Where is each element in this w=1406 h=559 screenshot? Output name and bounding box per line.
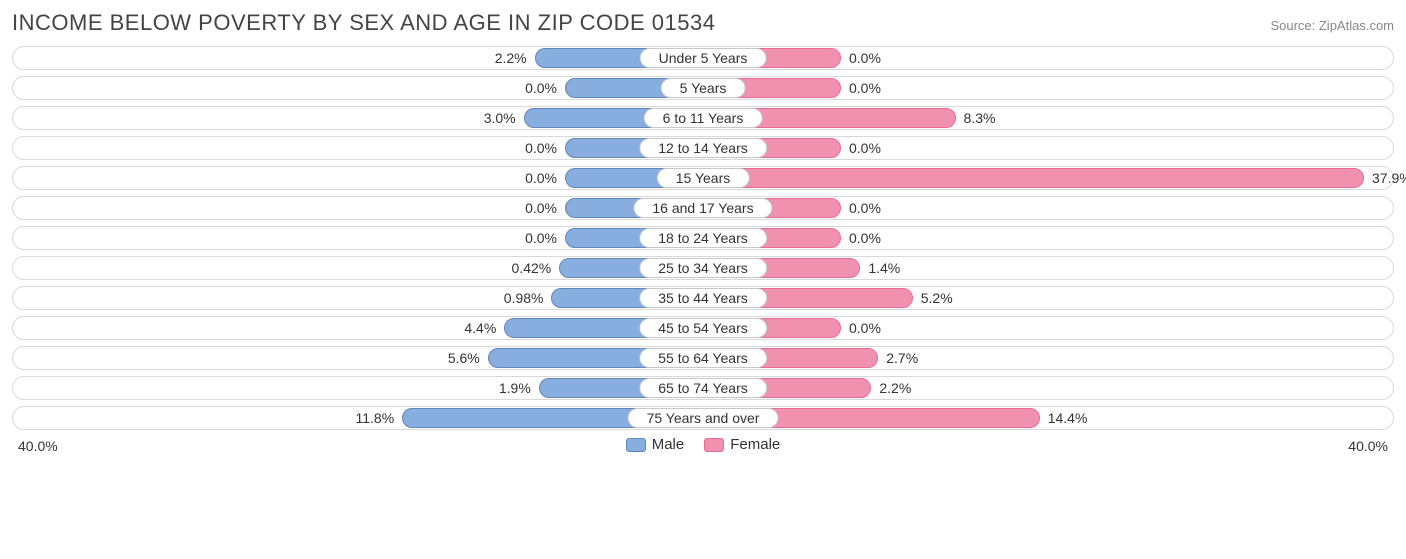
legend-male-label: Male <box>652 436 685 453</box>
female-value-label: 8.3% <box>964 107 996 129</box>
female-value-label: 0.0% <box>849 317 881 339</box>
chart-legend: Male Female <box>12 436 1394 453</box>
female-value-label: 0.0% <box>849 227 881 249</box>
legend-female-label: Female <box>730 436 780 453</box>
male-value-label: 0.0% <box>525 77 557 99</box>
female-value-label: 2.7% <box>886 347 918 369</box>
legend-male: Male <box>626 436 685 453</box>
category-pill: 25 to 34 Years <box>639 258 767 278</box>
category-pill: 12 to 14 Years <box>639 138 767 158</box>
category-pill: 16 and 17 Years <box>633 198 772 218</box>
category-pill: 6 to 11 Years <box>644 108 763 128</box>
chart-row: 11.8% 14.4% 75 Years and over <box>12 406 1394 430</box>
chart-row: 0.0% 0.0% 12 to 14 Years <box>12 136 1394 160</box>
male-value-label: 4.4% <box>464 317 496 339</box>
male-value-label: 0.98% <box>504 287 544 309</box>
chart-row: 0.98% 5.2% 35 to 44 Years <box>12 286 1394 310</box>
female-value-label: 14.4% <box>1048 407 1088 429</box>
female-value-label: 37.9% <box>1372 167 1406 189</box>
chart-rows: 2.2% 0.0% Under 5 Years 0.0% 0.0% 5 Years 3.0%… <box>12 46 1394 430</box>
chart-row: 0.0% 0.0% 16 and 17 Years <box>12 196 1394 220</box>
male-value-label: 5.6% <box>448 347 480 369</box>
female-value-label: 0.0% <box>849 137 881 159</box>
chart-row: 3.0% 8.3% 6 to 11 Years <box>12 106 1394 130</box>
chart-row: 1.9% 2.2% 65 to 74 Years <box>12 376 1394 400</box>
female-bar <box>703 168 1364 188</box>
female-value-label: 1.4% <box>868 257 900 279</box>
poverty-by-sex-age-chart: INCOME BELOW POVERTY BY SEX AND AGE IN Z… <box>0 0 1406 459</box>
category-pill: 18 to 24 Years <box>639 228 767 248</box>
category-pill: 15 Years <box>657 168 750 188</box>
chart-source: Source: ZipAtlas.com <box>1270 18 1394 33</box>
male-value-label: 3.0% <box>484 107 516 129</box>
category-pill: 45 to 54 Years <box>639 318 767 338</box>
category-pill: 65 to 74 Years <box>639 378 767 398</box>
category-pill: Under 5 Years <box>640 48 767 68</box>
category-pill: 75 Years and over <box>628 408 779 428</box>
female-value-label: 5.2% <box>921 287 953 309</box>
male-value-label: 0.0% <box>525 137 557 159</box>
male-value-label: 11.8% <box>356 407 395 429</box>
male-value-label: 0.0% <box>525 167 557 189</box>
chart-header: INCOME BELOW POVERTY BY SEX AND AGE IN Z… <box>12 10 1394 36</box>
female-value-label: 0.0% <box>849 47 881 69</box>
category-pill: 35 to 44 Years <box>639 288 767 308</box>
category-pill: 55 to 64 Years <box>639 348 767 368</box>
chart-row: 0.0% 0.0% 18 to 24 Years <box>12 226 1394 250</box>
male-swatch-icon <box>626 438 646 452</box>
male-value-label: 0.42% <box>512 257 552 279</box>
chart-row: 5.6% 2.7% 55 to 64 Years <box>12 346 1394 370</box>
category-pill: 5 Years <box>661 78 746 98</box>
legend-female: Female <box>704 436 780 453</box>
male-value-label: 0.0% <box>525 227 557 249</box>
chart-row: 0.0% 0.0% 5 Years <box>12 76 1394 100</box>
chart-row: 4.4% 0.0% 45 to 54 Years <box>12 316 1394 340</box>
axis-right-label: 40.0% <box>1348 438 1388 454</box>
female-value-label: 0.0% <box>849 77 881 99</box>
male-value-label: 0.0% <box>525 197 557 219</box>
axis-left-label: 40.0% <box>18 438 58 454</box>
male-value-label: 2.2% <box>495 47 527 69</box>
female-swatch-icon <box>704 438 724 452</box>
chart-row: 0.0%37.9%15 Years <box>12 166 1394 190</box>
female-value-label: 0.0% <box>849 197 881 219</box>
chart-row: 2.2% 0.0% Under 5 Years <box>12 46 1394 70</box>
chart-row: 0.42% 1.4% 25 to 34 Years <box>12 256 1394 280</box>
male-value-label: 1.9% <box>499 377 531 399</box>
chart-title: INCOME BELOW POVERTY BY SEX AND AGE IN Z… <box>12 10 715 36</box>
female-value-label: 2.2% <box>879 377 911 399</box>
